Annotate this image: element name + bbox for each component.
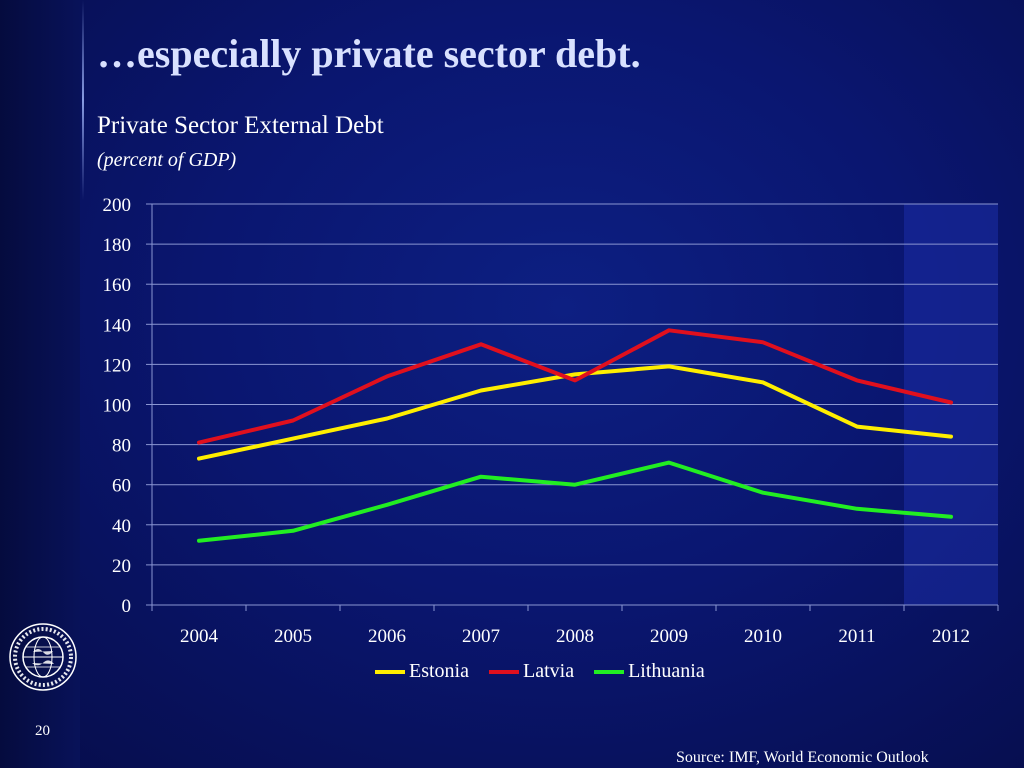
page-number: 20 (35, 723, 50, 739)
chart-subtitle: (percent of GDP) (97, 149, 237, 171)
title-rule (82, 0, 84, 200)
x-tick-label-2008: 2008 (556, 626, 594, 647)
slide-title: …especially private sector debt. (97, 31, 641, 76)
y-tick-label-60: 60 (112, 476, 131, 497)
legend-swatch-lithuania (594, 669, 625, 674)
y-tick-label-160: 160 (103, 275, 132, 296)
y-tick-label-0: 0 (122, 596, 132, 617)
y-tick-label-180: 180 (103, 235, 132, 256)
x-tick-label-2005: 2005 (274, 626, 312, 647)
chart-legend: Estonia Latvia Lithuania (375, 660, 705, 683)
y-tick-label-40: 40 (112, 516, 131, 537)
imf-seal-icon (9, 623, 77, 691)
chart-title: Private Sector External Debt (97, 112, 384, 139)
y-tick-label-100: 100 (103, 396, 132, 417)
series-line-estonia (197, 364, 953, 461)
legend-label-lithuania: Lithuania (628, 660, 705, 682)
y-tick-label-80: 80 (112, 436, 131, 457)
y-tick-label-200: 200 (103, 195, 132, 216)
x-tick-label-2011: 2011 (838, 626, 875, 647)
legend-swatch-estonia (375, 669, 405, 674)
legend-swatch-latvia (489, 669, 519, 674)
series-line-latvia (197, 328, 953, 445)
x-tick-label-2010: 2010 (744, 626, 782, 647)
y-tick-label-140: 140 (103, 315, 132, 336)
y-tick-label-120: 120 (103, 355, 132, 376)
left-band (0, 0, 80, 768)
legend-item-latvia: Latvia (489, 660, 574, 683)
x-tick-label-2007: 2007 (462, 626, 500, 647)
legend-label-estonia: Estonia (409, 660, 469, 682)
y-tick-label-20: 20 (112, 556, 131, 577)
legend-item-estonia: Estonia (375, 660, 469, 683)
source-note: Source: IMF, World Economic Outlook (676, 749, 929, 766)
x-tick-label-2012: 2012 (932, 626, 970, 647)
x-tick-label-2004: 2004 (180, 626, 219, 647)
series-line-lithuania (197, 460, 953, 543)
x-tick-label-2009: 2009 (650, 626, 688, 647)
legend-item-lithuania: Lithuania (594, 660, 705, 683)
x-tick-label-2006: 2006 (368, 626, 406, 647)
legend-label-latvia: Latvia (523, 660, 575, 682)
